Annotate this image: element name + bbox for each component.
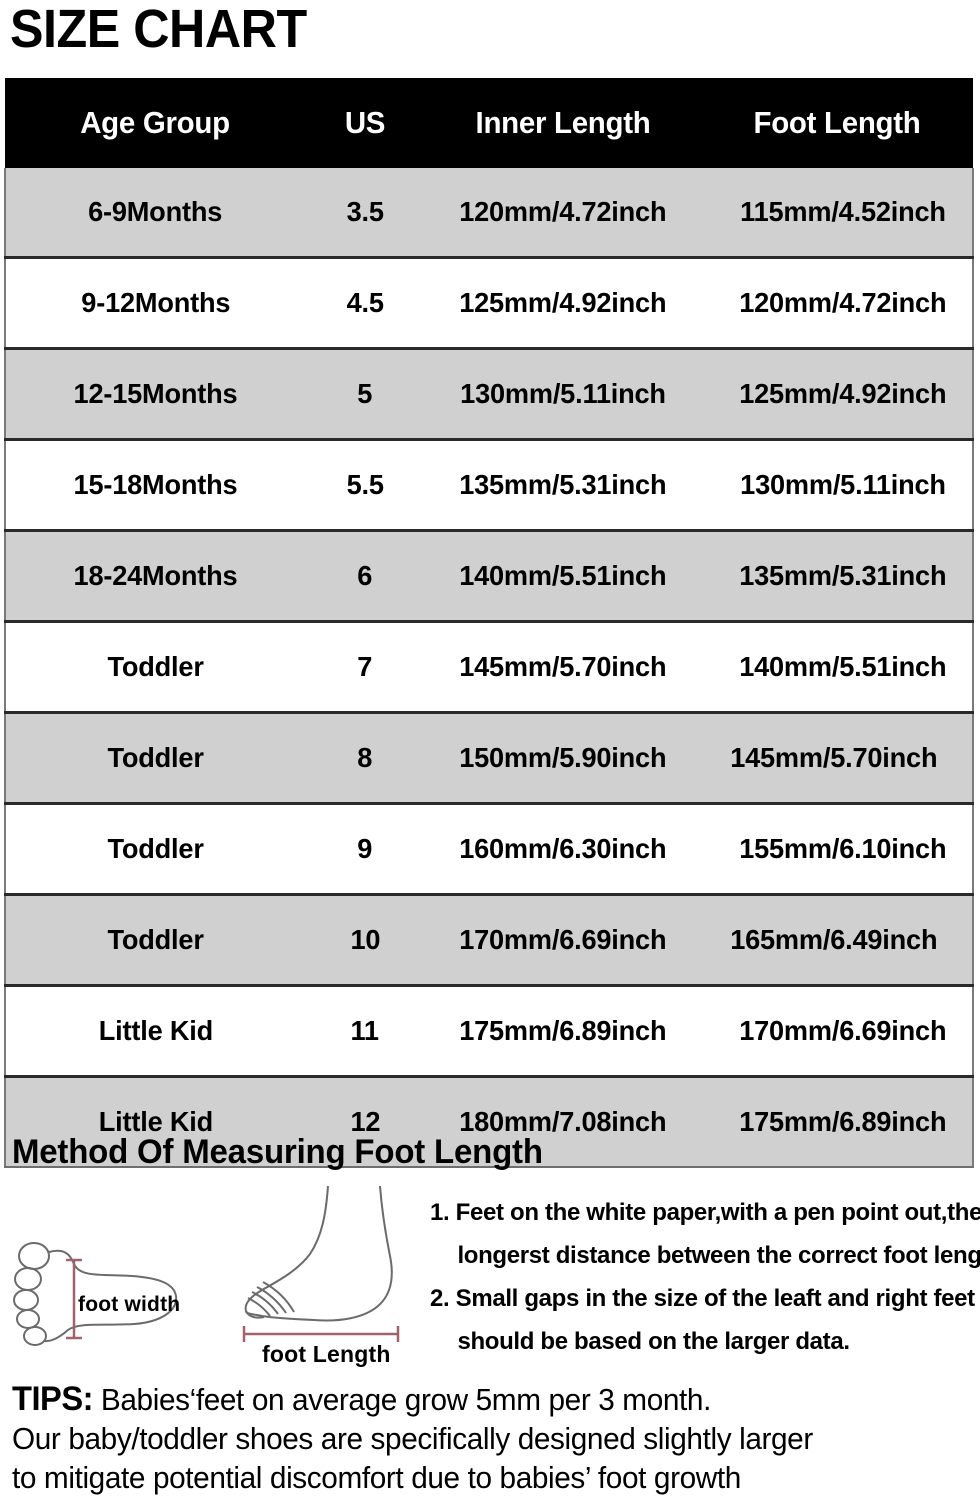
cell-foot-length: 125mm/4.92inch xyxy=(701,347,974,440)
cell-age-group: Little Kid xyxy=(4,984,305,1077)
tips-label: TIPS: xyxy=(12,1380,94,1418)
page-title: SIZE CHART xyxy=(10,0,307,59)
cell-age-group: 15-18Months xyxy=(4,438,305,531)
cell-us-size: 12 xyxy=(305,1075,425,1168)
step-item: 2. Small gaps in the size of the leaft a… xyxy=(430,1285,975,1312)
table-row: 12-15Months 5 130mm/5.11inch 125mm/4.92i… xyxy=(4,347,974,440)
cell-inner-length: 140mm/5.51inch xyxy=(425,529,701,622)
cell-age-group: Toddler xyxy=(4,711,305,804)
table-header-row: Age Group US Inner Length Foot Length xyxy=(5,78,973,168)
cell-foot-length: 115mm/4.52inch xyxy=(701,168,974,258)
label-foot-length: foot Length xyxy=(262,1341,391,1367)
column-header-age-group: Age Group xyxy=(80,105,230,140)
table-row: Little Kid 12 180mm/7.08inch 175mm/6.89i… xyxy=(4,1075,974,1168)
table-row: 15-18Months 5.5 135mm/5.31inch 130mm/5.1… xyxy=(4,438,974,531)
cell-inner-length: 150mm/5.90inch xyxy=(425,711,701,804)
step-item: longerst distance between the correct fo… xyxy=(457,1242,980,1269)
method-section-heading: Method Of Measuring Foot Length xyxy=(12,1133,543,1171)
cell-us-size: 4.5 xyxy=(305,256,425,349)
cell-age-group: 12-15Months xyxy=(4,347,305,440)
size-chart-table: Age Group US Inner Length Foot Length 6-… xyxy=(4,78,974,1168)
column-header-foot-length: Foot Length xyxy=(753,105,921,140)
cell-inner-length: 125mm/4.92inch xyxy=(425,256,701,349)
cell-inner-length: 145mm/5.70inch xyxy=(425,620,701,713)
table-row: 9-12Months 4.5 125mm/4.92inch 120mm/4.72… xyxy=(4,256,974,349)
cell-foot-length: 135mm/5.31inch xyxy=(701,529,974,622)
cell-age-group: 18-24Months xyxy=(4,529,305,622)
table-row: Toddler 10 170mm/6.69inch 165mm/6.49inch xyxy=(4,893,974,986)
cell-inner-length: 170mm/6.69inch xyxy=(425,893,701,986)
cell-us-size: 11 xyxy=(305,984,425,1077)
measuring-steps-list: 1. Feet on the white paper,with a pen po… xyxy=(430,1191,980,1363)
cell-us-size: 8 xyxy=(305,711,425,804)
measuring-diagrams xyxy=(0,1180,430,1365)
cell-us-size: 7 xyxy=(305,620,425,713)
cell-inner-length: 120mm/4.72inch xyxy=(425,168,701,258)
foot-width-diagram-icon xyxy=(13,1242,178,1346)
cell-foot-length: 145mm/5.70inch xyxy=(701,711,974,804)
table-row: Toddler 8 150mm/5.90inch 145mm/5.70inch xyxy=(4,711,974,804)
table-row: Toddler 9 160mm/6.30inch 155mm/6.10inch xyxy=(4,802,974,895)
step-item: 1. Feet on the white paper,with a pen po… xyxy=(430,1199,980,1226)
cell-age-group: Little Kid xyxy=(4,1075,305,1168)
cell-us-size: 5.5 xyxy=(305,438,425,531)
cell-foot-length: 140mm/5.51inch xyxy=(701,620,974,713)
label-foot-width: foot width xyxy=(78,1293,181,1316)
cell-foot-length: 165mm/6.49inch xyxy=(701,893,974,986)
tips-section: TIPS: Babies‘feet on average grow 5mm pe… xyxy=(12,1380,972,1497)
tips-line-1: Babies‘feet on average grow 5mm per 3 mo… xyxy=(100,1382,711,1417)
cell-us-size: 5 xyxy=(305,347,425,440)
cell-us-size: 6 xyxy=(305,529,425,622)
cell-us-size: 10 xyxy=(305,893,425,986)
cell-age-group: Toddler xyxy=(4,802,305,895)
cell-inner-length: 180mm/7.08inch xyxy=(425,1075,701,1168)
cell-age-group: Toddler xyxy=(4,620,305,713)
tips-line-2: Our baby/toddler shoes are specifically … xyxy=(12,1421,813,1456)
table-row: 6-9Months 3.5 120mm/4.72inch 115mm/4.52i… xyxy=(4,168,974,258)
cell-inner-length: 160mm/6.30inch xyxy=(425,802,701,895)
cell-foot-length: 120mm/4.72inch xyxy=(701,256,974,349)
cell-foot-length: 170mm/6.69inch xyxy=(701,984,974,1077)
table-row: Little Kid 11 175mm/6.89inch 170mm/6.69i… xyxy=(4,984,974,1077)
cell-us-size: 9 xyxy=(305,802,425,895)
cell-foot-length: 175mm/6.89inch xyxy=(701,1075,974,1168)
column-header-us: US xyxy=(344,105,386,140)
cell-inner-length: 175mm/6.89inch xyxy=(425,984,701,1077)
cell-age-group: 9-12Months xyxy=(4,256,305,349)
cell-age-group: 6-9Months xyxy=(4,168,305,258)
tips-line-3: to mitigate potential discomfort due to … xyxy=(12,1460,741,1495)
cell-inner-length: 130mm/5.11inch xyxy=(425,347,701,440)
cell-foot-length: 130mm/5.11inch xyxy=(701,438,974,531)
table-row: Toddler 7 145mm/5.70inch 140mm/5.51inch xyxy=(4,620,974,713)
table-row: 18-24Months 6 140mm/5.51inch 135mm/5.31i… xyxy=(4,529,974,622)
cell-us-size: 3.5 xyxy=(305,168,425,258)
cell-inner-length: 135mm/5.31inch xyxy=(425,438,701,531)
tips-first-line: TIPS: Babies‘feet on average grow 5mm pe… xyxy=(12,1380,934,1419)
foot-length-diagram-icon xyxy=(242,1185,400,1342)
cell-foot-length: 155mm/6.10inch xyxy=(701,802,974,895)
step-item: should be based on the larger data. xyxy=(457,1328,850,1355)
column-header-inner-length: Inner Length xyxy=(475,105,651,140)
cell-age-group: Toddler xyxy=(4,893,305,986)
